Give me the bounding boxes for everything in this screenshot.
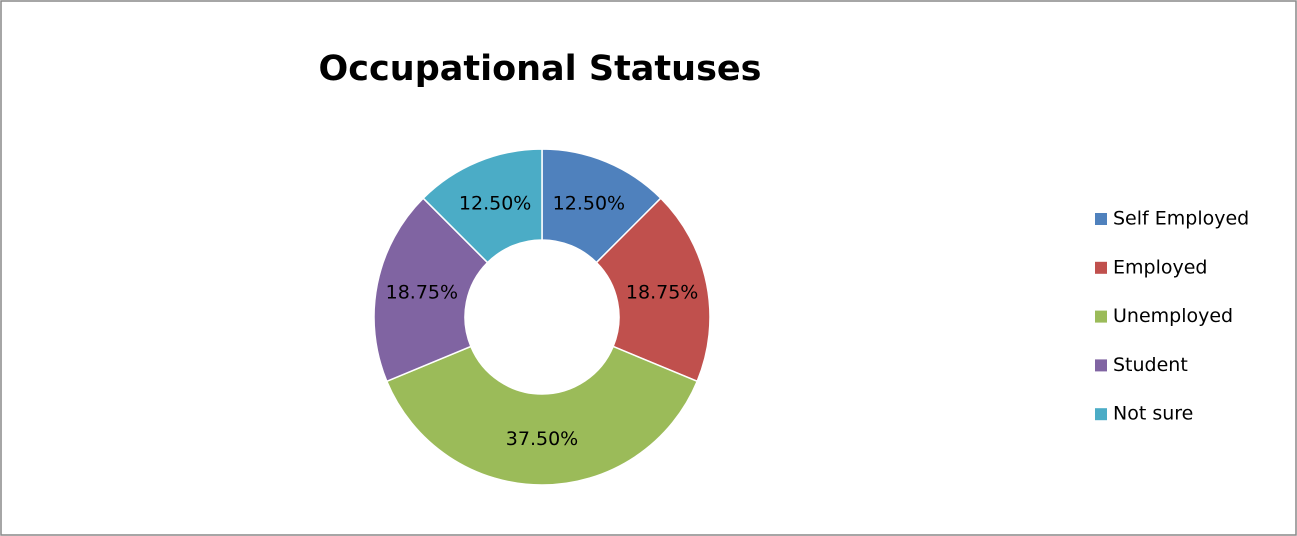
legend-swatch [1095,359,1107,372]
legend-swatch [1095,261,1107,274]
data-label: 18.75% [626,282,698,304]
data-label: 18.75% [386,282,458,304]
legend-swatch [1095,213,1107,225]
legend-swatch [1095,310,1107,323]
donut-slice [595,197,711,383]
chart-title: Occupational Statuses [319,49,762,89]
donut-slice [422,148,543,264]
legend-swatch [1095,408,1107,421]
legend-label: Unemployed [1113,305,1233,327]
legend-label: Employed [1113,256,1207,278]
legend-label: Student [1113,354,1188,376]
legend-label: Self Employed [1113,208,1249,230]
donut-slice [373,197,489,383]
legend-label: Not sure [1113,403,1193,425]
data-label: 12.50% [553,192,625,214]
donut-slice [385,345,699,486]
data-label: 37.50% [506,428,578,450]
data-label: 12.50% [459,192,531,214]
